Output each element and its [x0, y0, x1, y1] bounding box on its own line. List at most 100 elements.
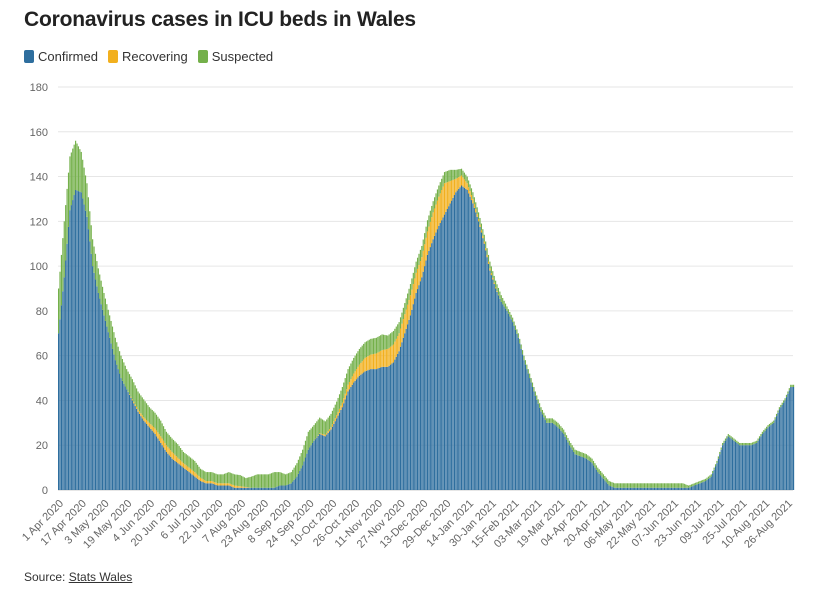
bar-confirmed [402, 337, 404, 490]
bar-confirmed [313, 440, 315, 490]
legend-swatch-suspected [197, 50, 208, 63]
bar-suspected [714, 464, 717, 467]
legend-item-confirmed[interactable]: Confirmed [24, 49, 98, 64]
bar-confirmed [218, 485, 220, 490]
bar-suspected [749, 442, 751, 446]
bar-suspected [187, 455, 189, 467]
bar-confirmed [496, 291, 498, 490]
bar-suspected [523, 355, 525, 361]
bar-confirmed [270, 487, 273, 490]
bar-suspected [717, 456, 719, 459]
bar-confirmed [645, 487, 647, 490]
bar-suspected [128, 374, 131, 395]
bar-confirmed [546, 422, 548, 490]
bar-suspected [344, 378, 346, 394]
bar-suspected [641, 483, 643, 488]
bar-confirmed [70, 205, 72, 491]
bar-recovering [485, 248, 487, 251]
legend-item-suspected[interactable]: Suspected [197, 49, 274, 64]
bar-suspected [495, 280, 497, 288]
bar-suspected [397, 324, 399, 337]
bar-confirmed [326, 434, 328, 490]
bar-recovering [242, 486, 244, 488]
bar-suspected [614, 483, 616, 488]
bar-suspected [707, 476, 710, 479]
bar-confirmed [465, 188, 467, 490]
bar-suspected [246, 477, 248, 488]
bar-confirmed [373, 369, 375, 490]
bar-confirmed [96, 286, 98, 490]
bar-recovering [246, 487, 248, 488]
bar-suspected [265, 474, 267, 488]
bar-recovering [489, 268, 491, 271]
bar-confirmed [520, 348, 522, 490]
bar-suspected [174, 441, 176, 455]
bar-confirmed [470, 200, 473, 490]
bar-confirmed [639, 487, 641, 490]
bar-confirmed [763, 432, 765, 490]
bar-confirmed [556, 426, 558, 490]
bar-suspected [235, 474, 237, 486]
bar-recovering [448, 181, 450, 207]
bar-confirmed [80, 192, 82, 490]
bar-confirmed [575, 454, 578, 490]
bar-suspected [154, 412, 156, 429]
bar-suspected [683, 483, 685, 488]
bar-suspected [378, 336, 380, 352]
bar-suspected [65, 205, 67, 261]
bar-recovering [411, 289, 413, 310]
bar-recovering [385, 349, 387, 367]
bar-confirmed [731, 439, 734, 490]
bar-confirmed [771, 423, 773, 490]
bar-confirmed [164, 449, 166, 490]
bar-recovering [456, 177, 458, 191]
bar-confirmed [527, 373, 529, 490]
bar-confirmed [642, 487, 644, 490]
source-link[interactable]: Stats Wales [68, 570, 133, 584]
bar-suspected [228, 472, 230, 484]
bar-suspected [370, 338, 372, 355]
bar-confirmed [110, 343, 112, 490]
bar-confirmed [347, 391, 349, 490]
bar-suspected [380, 335, 382, 351]
bar-confirmed [565, 439, 568, 490]
bar-confirmed [414, 298, 416, 490]
bar-suspected [649, 483, 651, 488]
legend-item-recovering[interactable]: Recovering [107, 49, 188, 64]
bar-confirmed [334, 421, 336, 490]
bar-confirmed [665, 487, 667, 490]
bar-recovering [326, 432, 328, 435]
bar-recovering [347, 384, 349, 392]
bar-confirmed [327, 432, 329, 490]
bar-suspected [527, 369, 529, 374]
bar-suspected [297, 459, 299, 474]
legend-label-suspected: Suspected [211, 49, 274, 64]
bar-recovering [336, 414, 338, 419]
bar-confirmed [309, 447, 311, 490]
legend: Confirmed Recovering Suspected [24, 49, 273, 64]
bar-confirmed [644, 487, 646, 490]
bar-confirmed [700, 482, 702, 490]
bar-recovering [388, 347, 390, 366]
bar-confirmed [228, 485, 230, 490]
bar-suspected [199, 468, 202, 478]
bar-recovering [192, 470, 194, 476]
bar-confirmed [479, 226, 481, 491]
bar-suspected [348, 366, 351, 382]
bar-suspected [324, 421, 326, 435]
bar-suspected [170, 436, 172, 451]
bar-recovering [148, 422, 150, 428]
bar-confirmed [729, 437, 731, 490]
bar-suspected [90, 225, 92, 254]
bar-suspected [673, 483, 675, 488]
bar-confirmed [147, 425, 149, 490]
bar-confirmed [534, 395, 536, 490]
bar-suspected [201, 469, 203, 479]
bar-suspected [260, 474, 263, 488]
bar-confirmed [401, 342, 403, 490]
bar-suspected [171, 438, 173, 452]
bar-suspected [326, 419, 328, 433]
bar-recovering [171, 451, 173, 459]
bar-suspected [571, 445, 573, 450]
bar-confirmed [636, 487, 639, 490]
